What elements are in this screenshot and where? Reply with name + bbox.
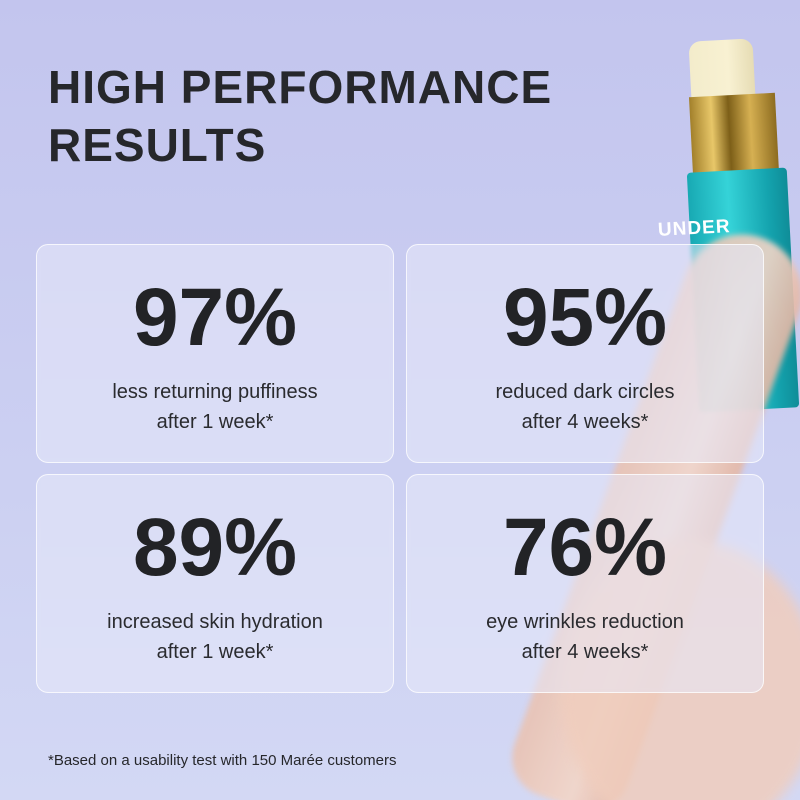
stat-desc: reduced dark circles [495,381,675,403]
stat-card: 95% reduced dark circles after 4 weeks* [406,244,764,463]
stat-value: 76% [502,502,668,593]
stat-desc: increased skin hydration [107,611,323,633]
stat-card: 89% increased skin hydration after 1 week… [36,474,394,693]
stat-value: 97% [132,272,298,363]
stick-balm [688,38,756,102]
stat-value: 95% [502,272,668,363]
stick-gold-collar [688,92,780,178]
headline-line-1: HIGH PERFORMANCE [48,61,553,113]
stat-period: after 4 weeks* [521,411,649,433]
headline: HIGH PERFORMANCE RESULTS [48,58,552,174]
headline-line-2: RESULTS [48,119,267,171]
stat-period: after 4 weeks* [521,641,649,663]
footnote: *Based on a usability test with 150 Maré… [48,752,397,769]
stat-period: after 1 week* [156,411,274,433]
stat-desc: eye wrinkles reduction [486,611,684,633]
stat-card: 76% eye wrinkles reduction after 4 weeks* [406,474,764,693]
stat-desc: less returning puffiness [112,381,318,403]
stat-value: 89% [132,502,298,593]
stat-period: after 1 week* [156,641,274,663]
stat-card: 97% less returning puffiness after 1 week… [36,244,394,463]
